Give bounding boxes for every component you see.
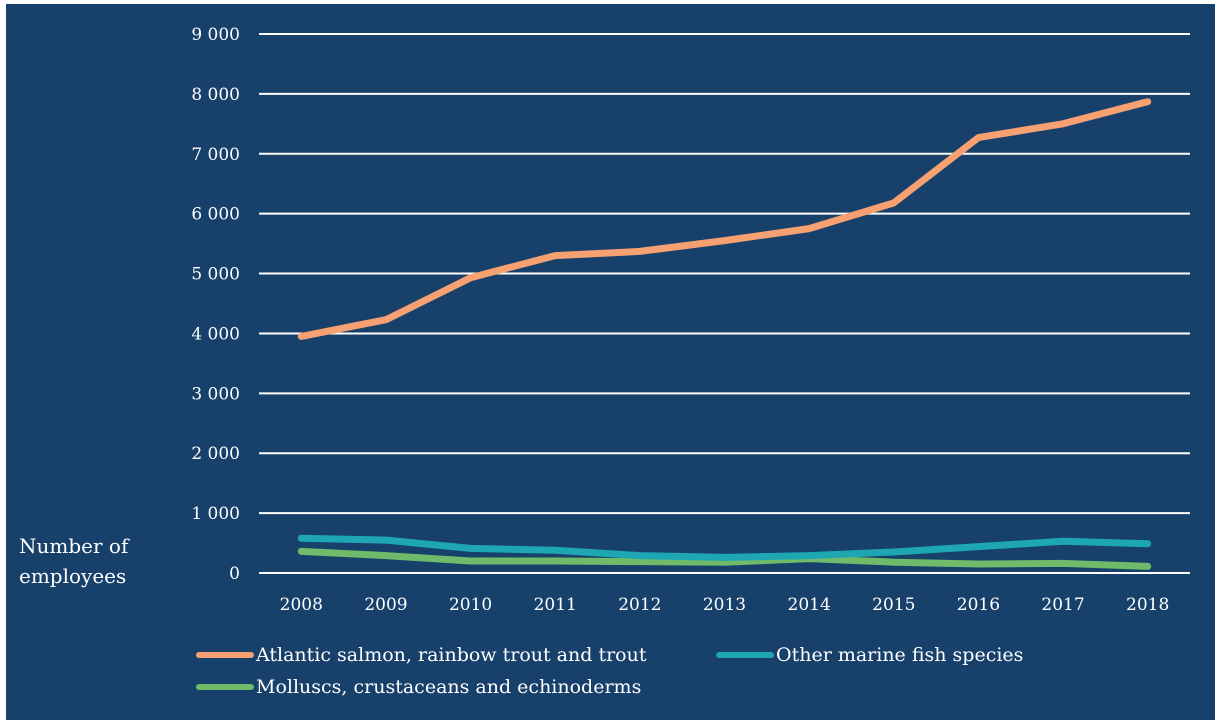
y-tick-label: 3 000 [191, 384, 240, 404]
y-tick-label: 7 000 [191, 145, 240, 165]
series-line [297, 98, 1152, 340]
y-tick-label: 1 000 [191, 504, 240, 524]
x-tick-label: 2008 [280, 595, 323, 615]
y-tick-label: 6 000 [191, 205, 240, 225]
x-tick-label: 2010 [449, 595, 492, 615]
x-tick-label: 2017 [1041, 595, 1084, 615]
line-chart: 0 1 000 2 000 3 000 4 000 5 000 6 000 7 000 8 00… [191, 25, 1190, 615]
chart-panel: 0 1 000 2 000 3 000 4 000 5 000 6 000 7 000 8 00… [6, 4, 1215, 720]
legend-label: Molluscs, crustaceans and echinoderms [256, 676, 642, 698]
series-line [297, 547, 1152, 570]
x-tick-label: 2013 [703, 595, 746, 615]
x-tick-label: 2018 [1126, 595, 1169, 615]
y-axis-label: Number of employees [19, 534, 129, 588]
x-axis-ticks: 2008 2009 2010 2011 2012 2013 2014 2015 2016 2017… [280, 595, 1170, 615]
legend-label: Other marine fish species [776, 644, 1024, 666]
gridlines [259, 33, 1190, 574]
legend-item: Other marine fish species [716, 644, 1023, 666]
x-tick-label: 2011 [534, 595, 577, 615]
x-tick-label: 2014 [788, 595, 831, 615]
legend-label: Atlantic salmon, rainbow trout and trout [256, 644, 647, 666]
legend-item: Atlantic salmon, rainbow trout and trout [196, 644, 646, 666]
y-tick-label: 2 000 [191, 444, 240, 464]
y-axis-ticks: 0 1 000 2 000 3 000 4 000 5 000 6 000 7 000 8 00… [191, 25, 240, 584]
legend-swatch [196, 652, 254, 658]
y-tick-label: 9 000 [191, 25, 240, 45]
y-tick-label: 8 000 [191, 85, 240, 105]
series-lines [297, 98, 1152, 570]
legend-swatch [196, 684, 254, 690]
x-tick-label: 2009 [364, 595, 407, 615]
x-tick-label: 2015 [872, 595, 915, 615]
series-line [297, 534, 1152, 561]
y-tick-label: 4 000 [191, 324, 240, 344]
legend-swatch [716, 652, 774, 658]
x-tick-label: 2016 [957, 595, 1000, 615]
legend-item: Molluscs, crustaceans and echinoderms [196, 676, 641, 698]
y-tick-label: 5 000 [191, 265, 240, 285]
y-tick-label: 0 [229, 564, 240, 584]
x-tick-label: 2012 [618, 595, 661, 615]
